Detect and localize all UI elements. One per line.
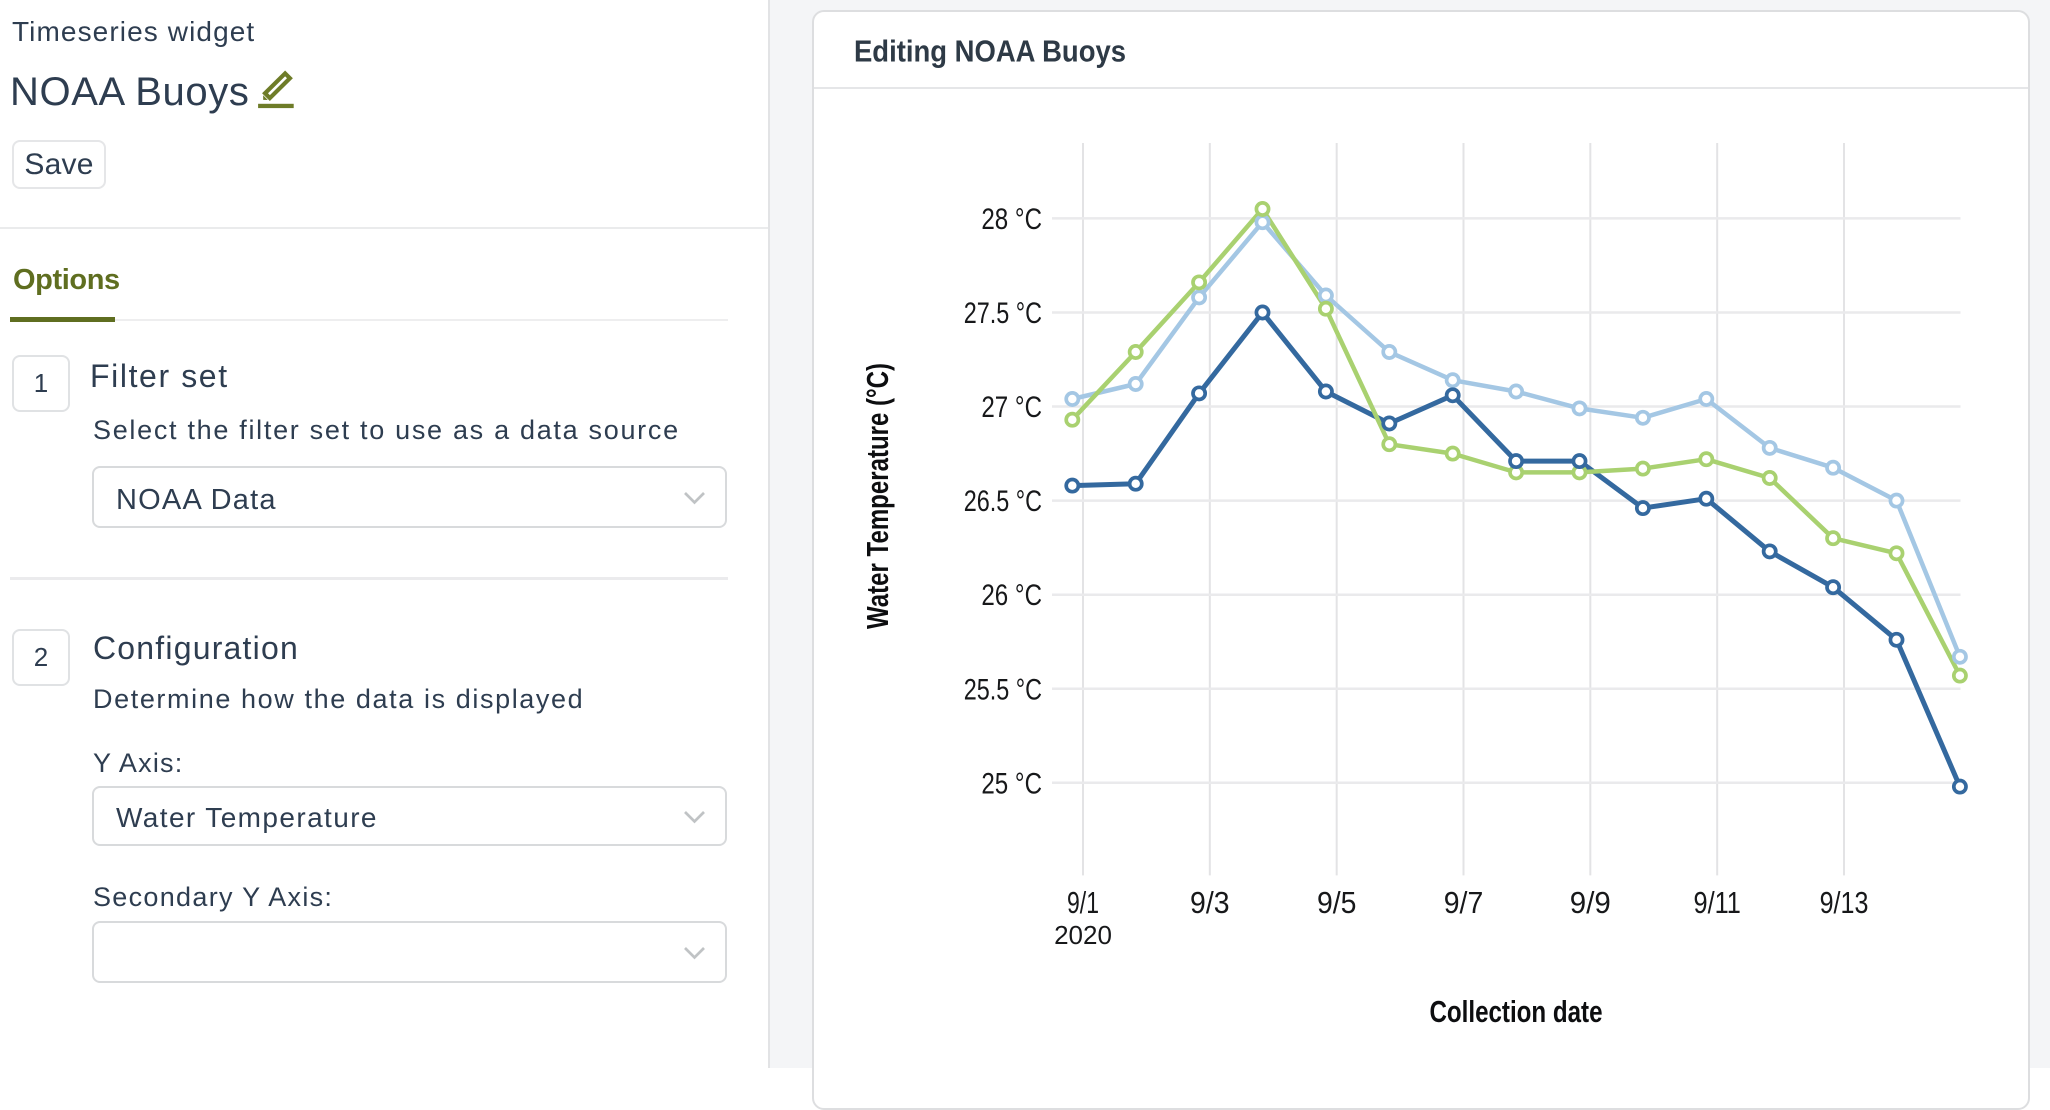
- svg-text:9/3: 9/3: [1190, 885, 1230, 920]
- svg-text:Editing NOAA Buoys: Editing NOAA Buoys: [854, 34, 1126, 69]
- svg-text:2020: 2020: [1054, 920, 1112, 950]
- svg-text:9/13: 9/13: [1820, 885, 1869, 920]
- svg-text:9/5: 9/5: [1317, 885, 1357, 920]
- svg-text:25.5 °C: 25.5 °C: [964, 673, 1042, 706]
- svg-text:26.5 °C: 26.5 °C: [964, 485, 1042, 518]
- svg-text:27.5 °C: 27.5 °C: [964, 297, 1042, 330]
- svg-text:28 °C: 28 °C: [981, 203, 1042, 236]
- svg-text:9/9: 9/9: [1570, 885, 1611, 920]
- svg-text:Water Temperature (°C): Water Temperature (°C): [860, 363, 895, 629]
- svg-text:26 °C: 26 °C: [981, 579, 1042, 612]
- svg-text:27 °C: 27 °C: [981, 391, 1042, 424]
- svg-text:9/11: 9/11: [1694, 885, 1741, 920]
- svg-text:9/7: 9/7: [1444, 885, 1484, 920]
- svg-text:9/1: 9/1: [1067, 885, 1099, 920]
- svg-text:25 °C: 25 °C: [981, 767, 1042, 800]
- svg-text:Collection date: Collection date: [1430, 994, 1603, 1029]
